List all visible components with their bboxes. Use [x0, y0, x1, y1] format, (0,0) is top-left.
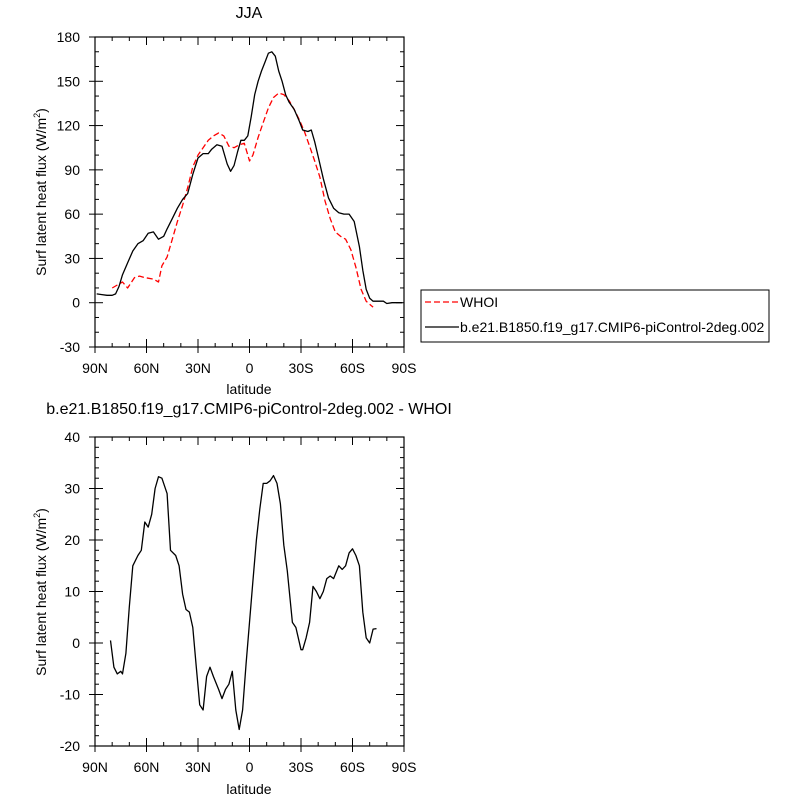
difference-series-line: [109, 474, 377, 731]
legend: WHOI b.e21.B1850.f19_g17.CMIP6-piControl…: [420, 289, 770, 343]
y-tick-label: -30: [60, 339, 80, 355]
top-plot-frame: [94, 36, 405, 348]
bottom-x-axis-label: latitude: [226, 781, 271, 797]
legend-label-model: b.e21.B1850.f19_g17.CMIP6-piControl-2deg…: [460, 319, 765, 335]
y-tick-label: 180: [57, 29, 81, 45]
x-tick-label: 30S: [289, 360, 314, 376]
y-tick-label: 30: [64, 250, 80, 266]
x-tick-label: 90N: [82, 759, 108, 775]
y-tick-label: 20: [64, 532, 80, 548]
bottom-y-axis-label: Surf latent heat flux (W/m2): [32, 508, 49, 676]
x-tick-label: 90N: [82, 360, 108, 376]
model-series-line: [96, 51, 403, 305]
bottom-panel: b.e21.B1850.f19_g17.CMIP6-piControl-2deg…: [32, 401, 452, 797]
x-tick-label: 60N: [134, 759, 160, 775]
x-tick-label: 60S: [340, 360, 365, 376]
legend-box: [420, 289, 770, 343]
x-tick-label: 30N: [185, 759, 211, 775]
bottom-plot-frame: [94, 436, 405, 747]
bottom-y-tick-labels: -20 -10 0 10 20 30 40: [60, 429, 80, 754]
bottom-axis-ticks: [89, 436, 405, 752]
top-x-tick-labels: 90N 60N 30N 0 30S 60S 90S: [82, 360, 416, 376]
y-tick-label: 0: [72, 635, 80, 651]
x-tick-label: 0: [246, 759, 254, 775]
x-tick-label: 0: [246, 360, 254, 376]
y-tick-label: 0: [72, 295, 80, 311]
x-tick-label: 60S: [340, 759, 365, 775]
top-chart-title: JJA: [236, 5, 263, 22]
top-x-axis-label: latitude: [226, 381, 271, 397]
top-y-axis-label: Surf latent heat flux (W/m2): [32, 108, 49, 276]
x-tick-label: 30N: [185, 360, 211, 376]
y-tick-label: 60: [64, 206, 80, 222]
y-tick-label: 90: [64, 162, 80, 178]
y-tick-label: 150: [57, 73, 81, 89]
legend-label-whoi: WHOI: [460, 294, 498, 310]
bottom-x-tick-labels: 90N 60N 30N 0 30S 60S 90S: [82, 759, 416, 775]
top-axis-ticks: [89, 36, 405, 353]
x-tick-label: 60N: [134, 360, 160, 376]
y-tick-label: 40: [64, 429, 80, 445]
bottom-chart-title: b.e21.B1850.f19_g17.CMIP6-piControl-2deg…: [46, 401, 452, 418]
y-tick-label: 30: [64, 481, 80, 497]
y-tick-label: 10: [64, 584, 80, 600]
x-tick-label: 30S: [289, 759, 314, 775]
y-tick-label: 120: [57, 118, 81, 134]
bottom-series-lines: [109, 474, 377, 731]
y-tick-label: -10: [60, 687, 80, 703]
x-tick-label: 90S: [392, 360, 417, 376]
top-series-lines: [96, 51, 403, 308]
whoi-series-line: [111, 92, 374, 308]
top-panel: JJA -30 0 30 60 90 120 150 180 90N 60N 30N 0 30S 60S…: [32, 5, 416, 397]
x-tick-label: 90S: [392, 759, 417, 775]
top-y-tick-labels: -30 0 30 60 90 120 150 180: [57, 29, 81, 355]
y-tick-label: -20: [60, 738, 80, 754]
